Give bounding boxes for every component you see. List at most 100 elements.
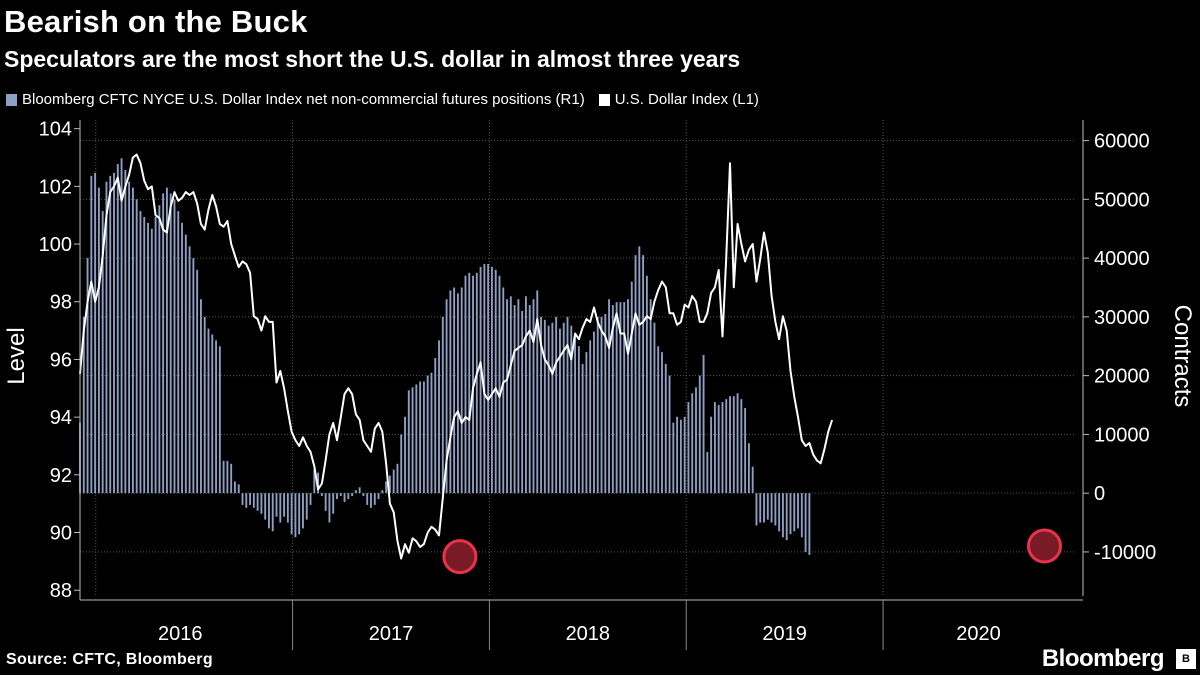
bar — [577, 346, 580, 494]
source-note: Source: CFTC, Bloomberg — [6, 651, 213, 668]
bar — [90, 175, 93, 494]
bar — [302, 493, 304, 529]
bar — [150, 228, 153, 494]
left-tick-label: 104 — [39, 119, 72, 141]
bar — [808, 493, 811, 555]
bar — [101, 211, 104, 494]
bar — [615, 302, 618, 494]
bar — [203, 316, 206, 494]
bar — [234, 481, 236, 494]
right-tick-label: 20000 — [1094, 366, 1150, 388]
bar — [800, 493, 803, 538]
bar — [657, 346, 660, 494]
bar — [460, 287, 463, 494]
bar — [105, 181, 108, 494]
bar — [237, 484, 240, 494]
left-tick-label: 88 — [50, 580, 72, 602]
bar — [747, 443, 750, 494]
bar — [509, 296, 512, 494]
bar — [778, 493, 781, 532]
bar — [717, 405, 720, 494]
bar — [494, 269, 497, 494]
bar — [113, 172, 115, 494]
bar — [498, 275, 501, 494]
bar — [181, 222, 183, 494]
bar-series — [79, 158, 811, 555]
bar — [642, 255, 645, 494]
bar — [135, 199, 138, 494]
bar — [710, 416, 713, 494]
bar — [706, 452, 709, 494]
bar — [763, 493, 765, 523]
bar — [120, 158, 123, 494]
legend-bars-swatch — [6, 93, 17, 106]
bar — [570, 325, 573, 494]
bar — [184, 234, 187, 494]
bar — [226, 460, 229, 494]
bar — [336, 493, 338, 500]
bar — [415, 384, 418, 494]
bar — [411, 387, 414, 494]
bar — [381, 490, 384, 494]
bar — [566, 316, 569, 494]
bar — [128, 181, 131, 494]
bar — [207, 328, 210, 494]
x-year-label: 2019 — [762, 623, 807, 645]
bar — [404, 416, 406, 494]
usd-index-line — [79, 153, 834, 560]
bar — [770, 493, 773, 523]
bar — [664, 363, 667, 494]
left-tick-label: 96 — [50, 349, 72, 371]
right-tick-label: 10000 — [1094, 424, 1150, 446]
right-axis-label: Contracts — [1169, 305, 1196, 408]
right-tick-label: 0 — [1094, 483, 1105, 505]
bar — [785, 493, 788, 541]
bar — [456, 293, 459, 494]
bar — [562, 322, 565, 494]
bar — [154, 216, 157, 494]
bar — [343, 493, 346, 502]
bar — [540, 316, 543, 494]
x-year-label: 2016 — [158, 623, 203, 645]
bar — [532, 299, 535, 494]
bar — [676, 416, 679, 494]
bar — [245, 493, 248, 508]
bar — [464, 275, 467, 494]
bar — [619, 302, 622, 494]
bar — [317, 472, 320, 494]
bar — [309, 493, 312, 505]
bar — [759, 493, 762, 523]
bar — [608, 299, 611, 494]
legend-line-swatch — [598, 93, 610, 106]
bar — [373, 493, 376, 505]
line-series — [79, 153, 834, 560]
bar — [131, 187, 134, 494]
bar — [366, 493, 369, 505]
bar — [672, 422, 675, 494]
bar — [392, 469, 395, 494]
bar — [793, 493, 796, 532]
bar — [634, 255, 637, 494]
bar — [559, 328, 561, 494]
bar — [82, 316, 85, 494]
bar — [241, 493, 244, 505]
bar — [388, 475, 391, 494]
bar — [358, 487, 361, 494]
bar — [275, 493, 278, 517]
bar — [683, 416, 686, 494]
bar — [725, 399, 728, 494]
bar — [593, 331, 595, 494]
bar — [320, 493, 323, 497]
bar — [94, 172, 97, 494]
bar — [419, 381, 422, 494]
bar — [668, 375, 671, 494]
bar — [313, 469, 316, 494]
right-tick-label: 40000 — [1094, 248, 1150, 270]
bar — [487, 263, 490, 494]
bar — [611, 305, 614, 494]
bar — [449, 290, 452, 494]
bar — [502, 287, 505, 494]
bar — [351, 493, 354, 497]
bar — [521, 310, 524, 494]
bar — [695, 387, 697, 494]
